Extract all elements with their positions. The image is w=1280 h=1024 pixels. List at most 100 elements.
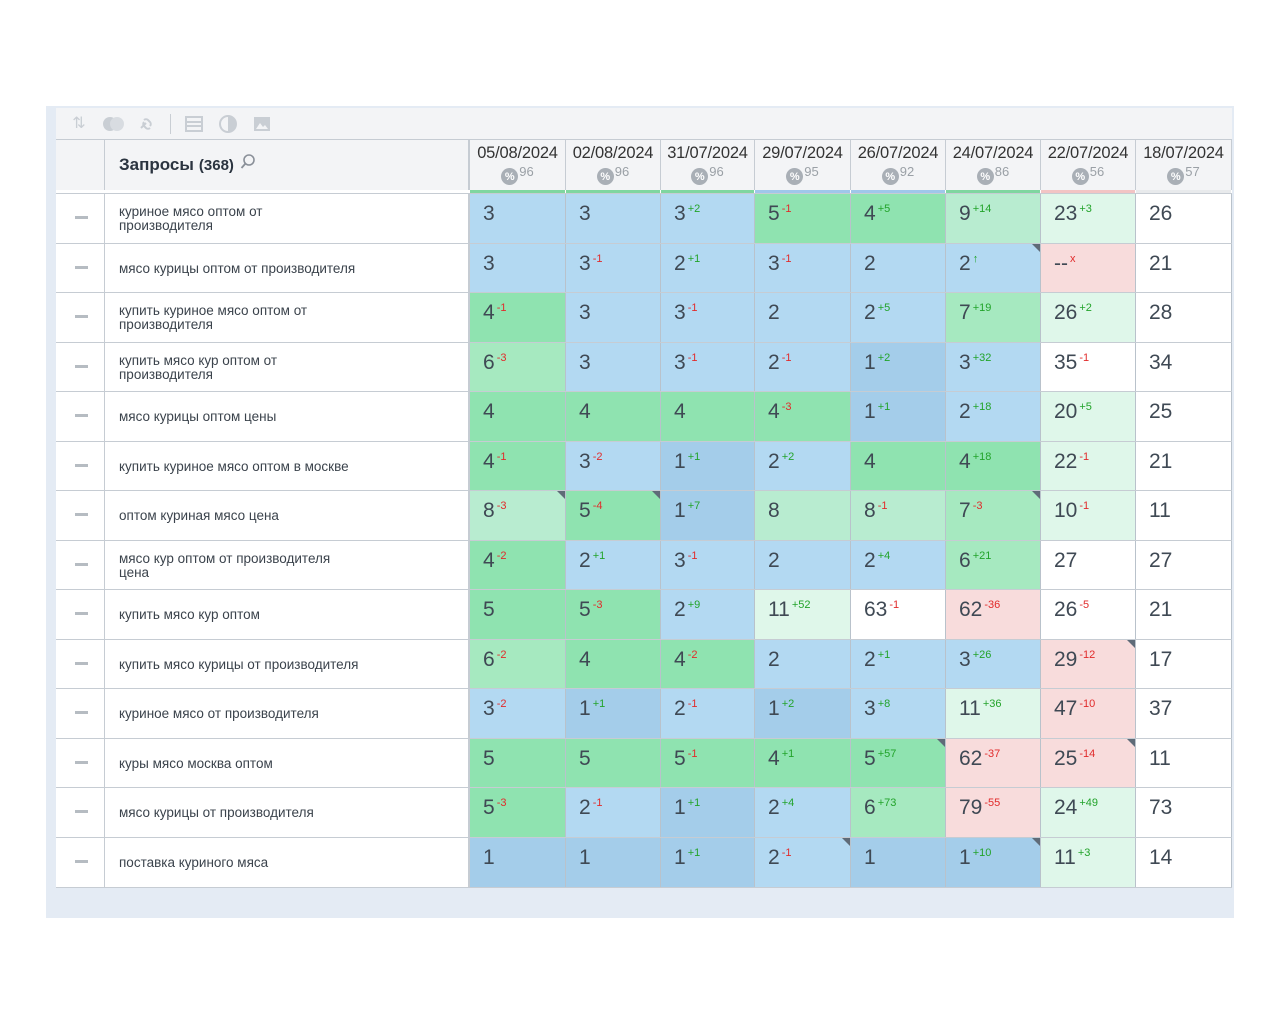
query-cell[interactable]: мясо курицы оптом от производителя: [105, 244, 470, 293]
position-cell[interactable]: 1 +1: [661, 442, 755, 491]
position-cell[interactable]: 23 +3: [1041, 194, 1136, 243]
position-cell[interactable]: 34: [1136, 343, 1232, 392]
query-cell[interactable]: купить мясо кур оптом от производителя: [105, 343, 470, 392]
position-cell[interactable]: 3: [470, 194, 566, 243]
row-drag-handle[interactable]: [56, 541, 105, 590]
position-cell[interactable]: 2 -1: [755, 838, 851, 887]
position-cell[interactable]: 26: [1136, 194, 1232, 243]
position-cell[interactable]: 2: [755, 640, 851, 689]
position-cell[interactable]: 1 +7: [661, 491, 755, 540]
position-cell[interactable]: 11: [1136, 491, 1232, 540]
query-cell[interactable]: куриное мясо от производителя: [105, 689, 470, 738]
position-cell[interactable]: 2: [755, 293, 851, 342]
position-cell[interactable]: 4: [566, 640, 661, 689]
position-cell[interactable]: 26 -5: [1041, 590, 1136, 639]
position-cell[interactable]: 1 +2: [851, 343, 946, 392]
position-cell[interactable]: 4 +5: [851, 194, 946, 243]
position-cell[interactable]: 1 +2: [755, 689, 851, 738]
row-drag-handle[interactable]: [56, 194, 105, 243]
position-cell[interactable]: 35 -1: [1041, 343, 1136, 392]
position-cell[interactable]: 2 +5: [851, 293, 946, 342]
row-drag-handle[interactable]: [56, 739, 105, 788]
position-cell[interactable]: 7 +19: [946, 293, 1041, 342]
position-cell[interactable]: 5: [470, 590, 566, 639]
position-cell[interactable]: 5: [470, 739, 566, 788]
position-cell[interactable]: 3 -2: [470, 689, 566, 738]
position-cell[interactable]: 1: [851, 838, 946, 887]
position-cell[interactable]: 3: [566, 293, 661, 342]
position-cell[interactable]: 62 -37: [946, 739, 1041, 788]
position-cell[interactable]: 9 +14: [946, 194, 1041, 243]
position-cell[interactable]: 5 -1: [661, 739, 755, 788]
row-drag-handle[interactable]: [56, 293, 105, 342]
date-column-header[interactable]: 18/07/2024% 57: [1136, 140, 1232, 190]
query-cell[interactable]: купить мясо курицы от производителя: [105, 640, 470, 689]
position-cell[interactable]: 4 -2: [470, 541, 566, 590]
position-cell[interactable]: 3: [566, 194, 661, 243]
position-cell[interactable]: 17: [1136, 640, 1232, 689]
position-cell[interactable]: 4 -2: [661, 640, 755, 689]
position-cell[interactable]: 27: [1136, 541, 1232, 590]
position-cell[interactable]: 6 -3: [470, 343, 566, 392]
position-cell[interactable]: 5: [566, 739, 661, 788]
query-column-header[interactable]: Запросы (368): [105, 140, 470, 190]
position-cell[interactable]: 2 +9: [661, 590, 755, 639]
search-icon[interactable]: [240, 154, 255, 169]
position-cell[interactable]: 1 +10: [946, 838, 1041, 887]
position-cell[interactable]: 29 -12: [1041, 640, 1136, 689]
position-cell[interactable]: 21: [1136, 244, 1232, 293]
position-cell[interactable]: 5 -1: [755, 194, 851, 243]
row-drag-handle[interactable]: [56, 590, 105, 639]
query-cell[interactable]: куры мясо москва оптом: [105, 739, 470, 788]
position-cell[interactable]: 11 +3: [1041, 838, 1136, 887]
position-cell[interactable]: 11: [1136, 739, 1232, 788]
position-cell[interactable]: 2 +1: [661, 244, 755, 293]
date-column-header[interactable]: 24/07/2024% 86: [946, 140, 1041, 190]
sort-icon[interactable]: ⇅: [72, 114, 86, 132]
position-cell[interactable]: 37: [1136, 689, 1232, 738]
position-cell[interactable]: 4 -3: [755, 392, 851, 441]
row-drag-handle[interactable]: [56, 442, 105, 491]
position-cell[interactable]: 7 -3: [946, 491, 1041, 540]
position-cell[interactable]: 5 -3: [470, 788, 566, 837]
position-cell[interactable]: 2 -1: [661, 689, 755, 738]
position-cell[interactable]: 6 -2: [470, 640, 566, 689]
position-cell[interactable]: 5 +57: [851, 739, 946, 788]
position-cell[interactable]: 3 +2: [661, 194, 755, 243]
query-cell[interactable]: оптом куриная мясо цена: [105, 491, 470, 540]
position-cell[interactable]: 25 -14: [1041, 739, 1136, 788]
position-cell[interactable]: 22 -1: [1041, 442, 1136, 491]
position-cell[interactable]: 26 +2: [1041, 293, 1136, 342]
query-cell[interactable]: куриное мясо оптом от производителя: [105, 194, 470, 243]
position-cell[interactable]: 8: [755, 491, 851, 540]
position-cell[interactable]: 6 +21: [946, 541, 1041, 590]
position-cell[interactable]: 62 -36: [946, 590, 1041, 639]
row-drag-handle[interactable]: [56, 838, 105, 887]
position-cell[interactable]: 21: [1136, 590, 1232, 639]
position-cell[interactable]: 3 -1: [661, 293, 755, 342]
query-cell[interactable]: купить куриное мясо оптом в москве: [105, 442, 470, 491]
position-cell[interactable]: 10 -1: [1041, 491, 1136, 540]
position-cell[interactable]: 1 +1: [661, 788, 755, 837]
position-cell[interactable]: 2 +1: [851, 640, 946, 689]
position-cell[interactable]: 4 -1: [470, 442, 566, 491]
table-icon[interactable]: [183, 115, 205, 133]
position-cell[interactable]: 1: [470, 838, 566, 887]
position-cell[interactable]: 27: [1041, 541, 1136, 590]
position-cell[interactable]: 28: [1136, 293, 1232, 342]
row-drag-handle[interactable]: [56, 491, 105, 540]
position-cell[interactable]: 3 +8: [851, 689, 946, 738]
position-cell[interactable]: 24 +49: [1041, 788, 1136, 837]
position-cell[interactable]: 3 -1: [661, 343, 755, 392]
position-cell[interactable]: 14: [1136, 838, 1232, 887]
image-icon[interactable]: [251, 115, 273, 133]
position-cell[interactable]: 4: [851, 442, 946, 491]
date-column-header[interactable]: 02/08/2024% 96: [566, 140, 661, 190]
position-cell[interactable]: 6 +73: [851, 788, 946, 837]
row-drag-handle[interactable]: [56, 244, 105, 293]
position-cell[interactable]: 1 +1: [851, 392, 946, 441]
position-cell[interactable]: 5 -4: [566, 491, 661, 540]
position-cell[interactable]: -- x: [1041, 244, 1136, 293]
position-cell[interactable]: 2 -1: [566, 788, 661, 837]
position-cell[interactable]: 21: [1136, 442, 1232, 491]
